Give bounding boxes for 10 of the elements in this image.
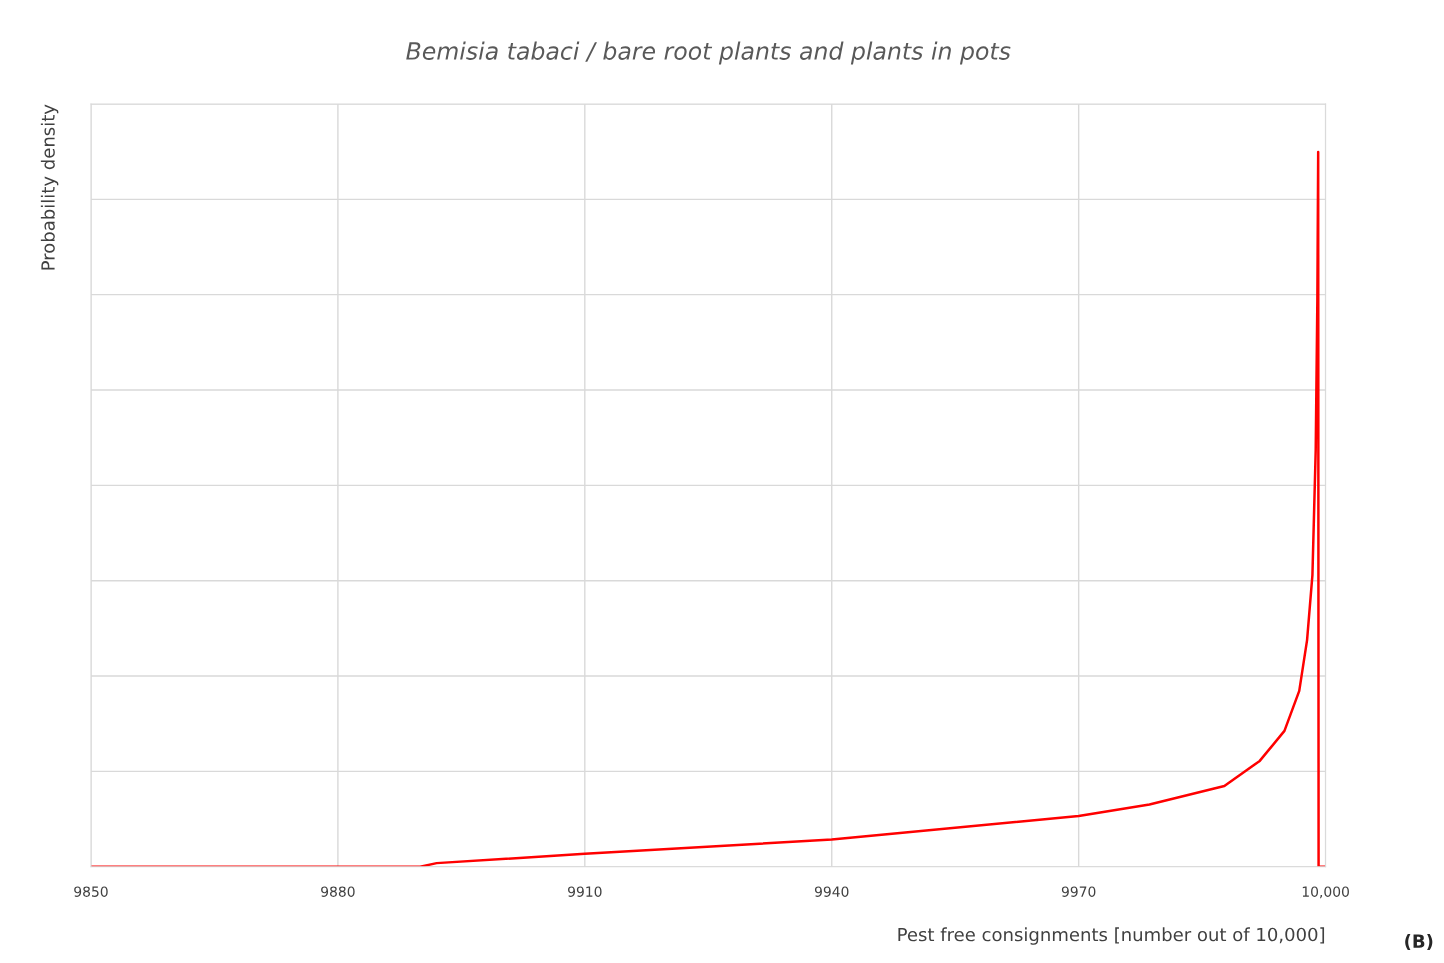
x-tick-label: 9880 bbox=[321, 886, 355, 897]
x-tick-label: 10,000 bbox=[1302, 886, 1349, 899]
y-axis-title: Probability density bbox=[40, 104, 59, 270]
x-tick-label: 9910 bbox=[568, 886, 602, 897]
x-tick-label: 9940 bbox=[814, 886, 849, 897]
text: (B) bbox=[1405, 933, 1433, 951]
x-tick-label: 9970 bbox=[1061, 886, 1096, 897]
x-tick-label: 9850 bbox=[74, 886, 108, 897]
chart-title: Bemisia tabaci / bare root plants and plants in pots bbox=[406, 41, 1011, 65]
x-axis-title: Pest free consignments [number out of 10,000] bbox=[898, 927, 1325, 945]
